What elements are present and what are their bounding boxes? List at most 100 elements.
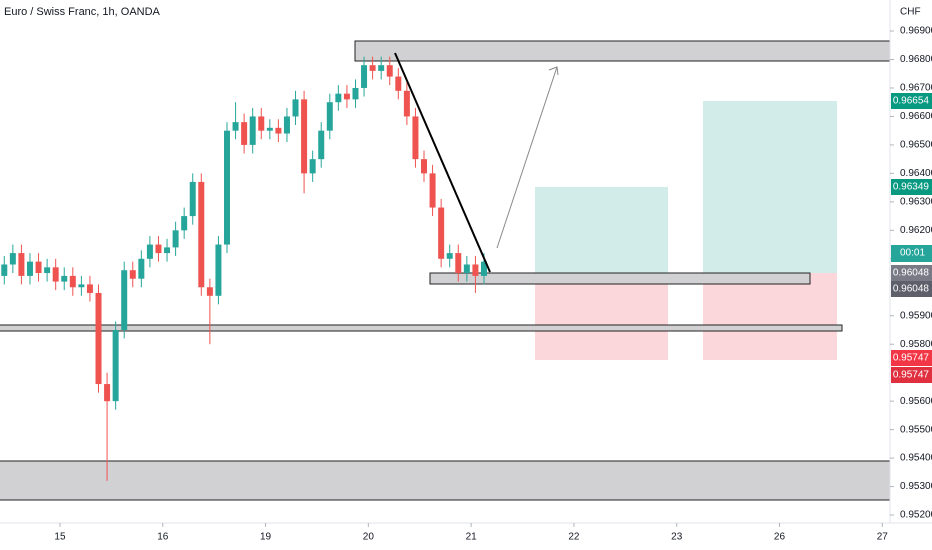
candle-body	[215, 244, 222, 296]
candle-body	[95, 292, 102, 385]
candle-body	[292, 99, 299, 117]
candle-body	[412, 116, 419, 160]
price-badge	[891, 281, 932, 297]
candle-body	[189, 181, 196, 217]
x-tick-label: 22	[568, 532, 580, 543]
candle-body	[429, 173, 436, 208]
candle-body	[18, 253, 25, 276]
candle-body	[26, 261, 33, 276]
price-label: 0.96048	[893, 268, 930, 279]
candle-body	[181, 216, 188, 231]
axis-unit: CHF	[900, 7, 921, 18]
candle-body	[112, 329, 119, 402]
price-badge	[891, 245, 932, 262]
candle-body	[258, 116, 265, 131]
candle-body	[463, 264, 470, 274]
price-badge	[891, 367, 932, 383]
price-label: 0.95747	[893, 353, 930, 364]
stop-zone	[703, 273, 837, 360]
candle-body	[326, 102, 333, 131]
candle-body	[395, 76, 402, 91]
candle-body	[335, 93, 342, 103]
drawings	[0, 40, 891, 501]
candle-body	[369, 65, 376, 71]
candle-body	[343, 93, 350, 100]
candle-body	[318, 130, 325, 160]
candle-body	[438, 207, 445, 259]
price-label: 0.95747	[893, 370, 930, 381]
candle-body	[1, 264, 8, 276]
candle-body	[164, 247, 171, 254]
candle-body	[9, 253, 16, 265]
candle-body	[86, 284, 93, 293]
price-label: 0.96654	[893, 96, 930, 107]
candle-body	[241, 122, 248, 145]
candle-body	[472, 264, 479, 276]
x-tick-label: 23	[671, 532, 683, 543]
candle-body	[249, 116, 256, 145]
candle-body	[283, 116, 290, 134]
candle-body	[52, 267, 59, 282]
price-badge	[891, 350, 932, 366]
target-zone	[535, 187, 668, 273]
level-zone	[0, 324, 843, 332]
candle-body	[172, 230, 179, 248]
x-tick-label: 19	[260, 532, 272, 543]
price-label: 0.96048	[893, 284, 930, 295]
candles	[1, 56, 487, 481]
chart-title: Euro / Swiss Franc, 1h, OANDA	[4, 6, 161, 18]
x-tick-label: 16	[157, 532, 169, 543]
candle-body	[198, 181, 205, 288]
candle-body	[266, 127, 273, 131]
target-zone	[703, 101, 837, 273]
candle-body	[44, 267, 51, 274]
stop-zone	[535, 273, 668, 360]
price-label: 0.96349	[893, 182, 930, 193]
candle-body	[352, 87, 359, 100]
price-badge	[891, 93, 932, 109]
candle-body	[301, 99, 308, 174]
candle-body	[78, 284, 85, 288]
candle-body	[104, 384, 111, 402]
x-tick-label: 26	[774, 532, 786, 543]
trend-line	[394, 52, 491, 273]
price-badge	[891, 265, 932, 281]
candle-body	[146, 244, 153, 259]
candle-body	[35, 261, 42, 274]
candle-body	[232, 122, 239, 131]
price-badge	[891, 179, 932, 195]
candle-body	[386, 65, 393, 77]
candle-body	[61, 275, 68, 282]
candle-body	[121, 270, 128, 330]
arrow-head	[548, 66, 559, 76]
x-tick-label: 21	[466, 532, 478, 543]
candle-body	[455, 253, 462, 274]
x-tick-label: 20	[363, 532, 375, 543]
candle-body	[155, 244, 162, 254]
x-tick-label: 15	[54, 532, 66, 543]
candle-body	[446, 253, 453, 259]
supply-zone	[354, 40, 891, 62]
candle-body	[223, 130, 230, 245]
price-label: 00:01	[900, 248, 925, 259]
projection-arrow	[496, 66, 558, 249]
x-tick-label: 27	[877, 532, 889, 543]
price-labels: 0.96654 0.96349 00:01 0.96048 0.96048 0.…	[891, 93, 932, 383]
candle-body	[421, 159, 428, 174]
candle-body	[275, 127, 282, 134]
demand-zone	[0, 460, 891, 501]
